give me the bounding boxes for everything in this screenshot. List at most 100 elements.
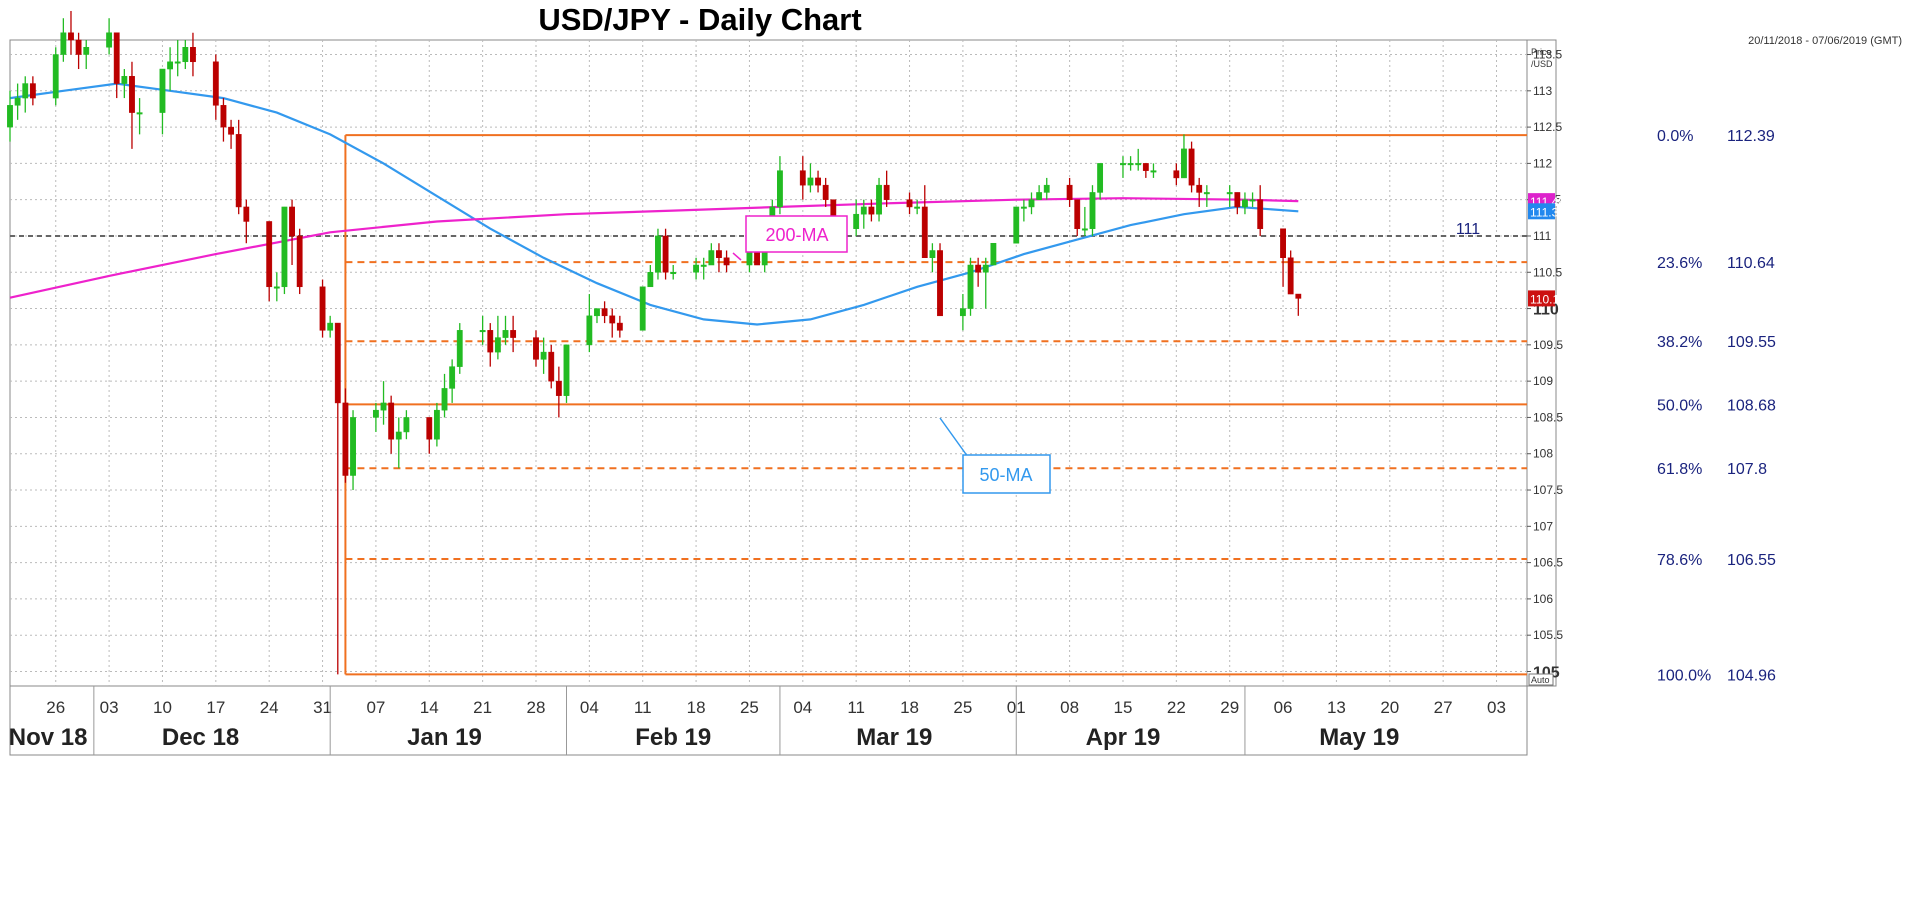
candle-body xyxy=(708,250,715,266)
x-tick-label: 06 xyxy=(1274,698,1293,717)
candle-body xyxy=(586,315,593,346)
y-axis-unit-usd: /USD xyxy=(1531,59,1553,69)
candle-body xyxy=(563,344,570,396)
x-tick-label: 20 xyxy=(1380,698,1399,717)
x-tick-label: 07 xyxy=(366,698,385,717)
x-tick-label: 10 xyxy=(153,698,172,717)
candle-body xyxy=(1150,170,1157,173)
candle-body xyxy=(342,402,349,476)
candle-body xyxy=(273,286,280,289)
chart-title: USD/JPY - Daily Chart xyxy=(538,2,862,37)
candle-body xyxy=(982,264,989,273)
candle-body xyxy=(243,206,250,222)
x-tick-label: 22 xyxy=(1167,698,1186,717)
x-axis-panel xyxy=(9,685,1528,756)
x-month-label: Dec 18 xyxy=(162,724,239,751)
x-tick-label: 25 xyxy=(953,698,972,717)
candle-body xyxy=(647,272,654,288)
candle-body xyxy=(1196,184,1203,193)
candle-body xyxy=(799,170,806,186)
price-badge xyxy=(1528,290,1555,307)
candle-body xyxy=(860,206,867,215)
candle-body xyxy=(883,184,890,200)
price-badge-label: 111.34 xyxy=(1530,205,1565,219)
candle-body xyxy=(1097,163,1104,193)
candle-body xyxy=(212,61,219,106)
x-tick-label: 08 xyxy=(1060,698,1079,717)
x-tick-label: 11 xyxy=(847,698,865,717)
candle-body xyxy=(174,61,181,64)
candle-body xyxy=(190,47,196,63)
candle-body xyxy=(868,206,875,215)
candle-body xyxy=(716,250,722,259)
fib-level-pct: 0.0% xyxy=(1657,128,1693,145)
y-tick-label: 106 xyxy=(1533,592,1553,606)
candle-body xyxy=(22,83,29,99)
candle-body xyxy=(1120,163,1126,166)
candle-body xyxy=(14,97,21,106)
candle-body xyxy=(83,47,90,55)
fib-level-value: 108.68 xyxy=(1727,397,1776,414)
y-tick-label: 108.5 xyxy=(1533,410,1563,424)
x-tick-label: 25 xyxy=(740,698,759,717)
y-tick-label: 113.5 xyxy=(1533,48,1562,62)
ma-200-line xyxy=(9,197,1299,299)
candle-body xyxy=(815,177,821,186)
x-tick-label: 17 xyxy=(206,698,225,717)
candle-body xyxy=(106,32,113,48)
candle-body xyxy=(906,199,913,208)
candle-body xyxy=(601,308,608,317)
candle-body xyxy=(609,315,616,324)
candle-body xyxy=(380,402,387,411)
y-tick-label: 107.5 xyxy=(1533,483,1563,497)
y-tick-label: 112 xyxy=(1533,156,1552,170)
ma-50-pointer xyxy=(939,417,969,458)
candle-body xyxy=(616,322,623,331)
candle-body xyxy=(1028,199,1035,208)
y-axis-unit-price: Price xyxy=(1531,47,1552,57)
candle-body xyxy=(502,330,509,338)
y-tick-label: 112.5 xyxy=(1533,120,1562,134)
fib-level-pct: 38.2% xyxy=(1657,334,1702,351)
candle-body xyxy=(1287,257,1294,295)
candle-body xyxy=(555,380,562,396)
candle-body xyxy=(540,351,547,360)
candle-body xyxy=(350,417,356,476)
auto-box xyxy=(1528,673,1554,686)
y-tick-label: 108 xyxy=(1533,447,1553,461)
candle-body xyxy=(975,264,982,273)
candle-body xyxy=(449,366,456,389)
candle-body xyxy=(1295,293,1302,299)
candle-body xyxy=(967,264,974,309)
fib-level-pct: 78.6% xyxy=(1657,552,1702,569)
candle-body xyxy=(1142,163,1149,171)
candle-body xyxy=(1043,184,1050,193)
candle-body xyxy=(548,351,555,382)
candle-body xyxy=(319,286,326,331)
y-tick-label: 109.5 xyxy=(1533,338,1563,352)
x-tick-label: 13 xyxy=(1327,698,1346,717)
candle-body xyxy=(693,264,699,273)
x-tick-label: 28 xyxy=(527,698,546,717)
ma-50-label: 50-MA xyxy=(979,465,1032,485)
y-tick-label: 109 xyxy=(1533,374,1553,388)
candle-body xyxy=(121,76,128,84)
fib-level-value: 106.55 xyxy=(1727,552,1776,569)
candle-body xyxy=(929,250,936,259)
candle-body xyxy=(1280,228,1286,259)
candle-body xyxy=(1081,228,1088,231)
candle-body xyxy=(594,308,600,317)
x-tick-label: 03 xyxy=(100,698,119,717)
candle-body xyxy=(29,83,36,99)
x-tick-label: 18 xyxy=(687,698,706,717)
x-tick-label: 24 xyxy=(260,698,279,717)
x-tick-label: 03 xyxy=(1487,698,1506,717)
candle-body xyxy=(1089,192,1096,229)
candle-body xyxy=(167,61,174,70)
candle-body xyxy=(876,184,882,215)
candle-body xyxy=(159,68,166,113)
candle-body xyxy=(113,32,120,84)
x-month-label: Nov 18 xyxy=(9,724,88,751)
candle-body xyxy=(487,330,494,353)
